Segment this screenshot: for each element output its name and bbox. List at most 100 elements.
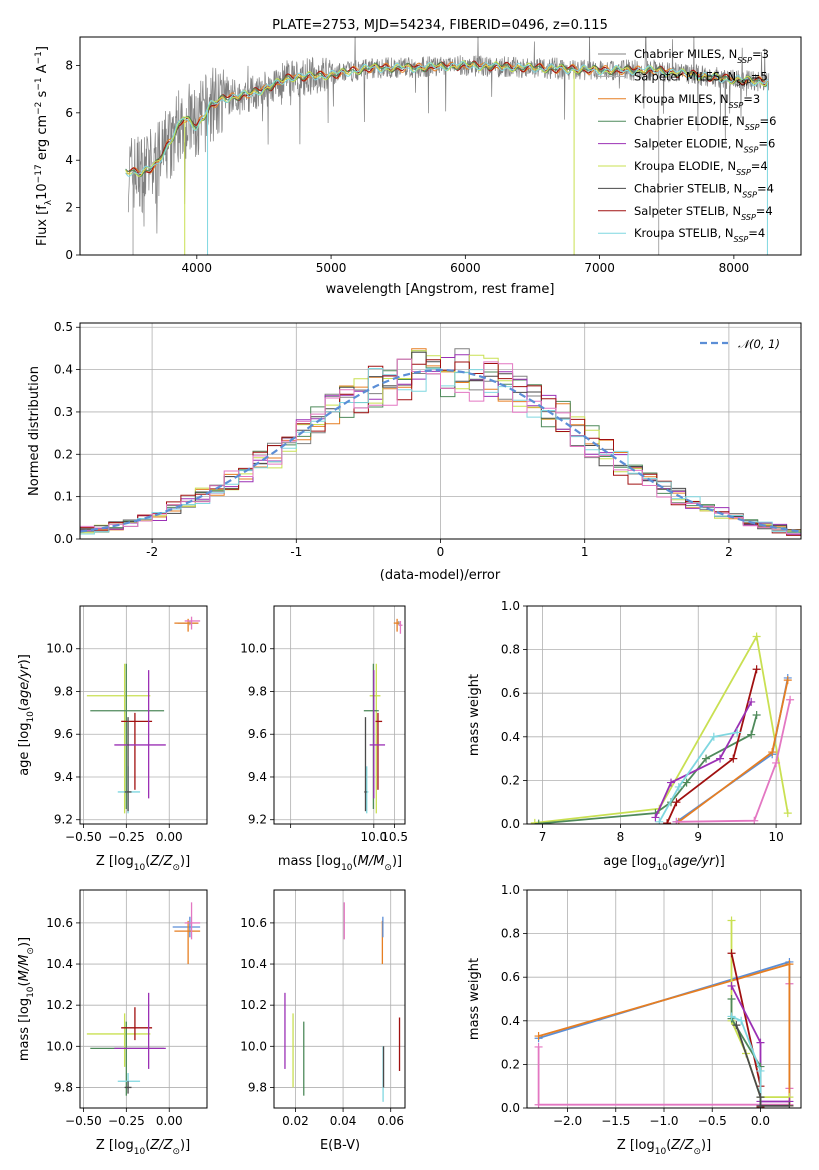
series-line xyxy=(735,1024,790,1107)
y-tick-label: 9.6 xyxy=(54,727,73,741)
model-spectrum-line xyxy=(125,61,769,177)
x-axis-label: (data-model)/error xyxy=(380,568,501,583)
y-tick-label: 0.6 xyxy=(501,686,520,700)
massweight_vs_Z-marks xyxy=(534,916,794,1108)
y-tick-label: 0.2 xyxy=(54,447,73,461)
y-axis-label: Flux [fλ10−17 erg cm−2 s−1 A−1] xyxy=(34,46,54,246)
data-point-marker xyxy=(747,697,756,706)
x-tick-label: −0.25 xyxy=(108,1114,145,1128)
y-tick-label: 0.5 xyxy=(54,320,73,334)
x-tick-label: −0.25 xyxy=(108,830,145,844)
x-tick-label: 0.0 xyxy=(751,1114,770,1128)
y-tick-label: 10.4 xyxy=(240,957,267,971)
age_vs_Z-plot xyxy=(76,605,208,828)
y-axis-label: Normed distribution xyxy=(27,366,42,496)
y-tick-label: 9.8 xyxy=(54,684,73,698)
data-point-marker xyxy=(752,632,761,641)
y-tick-label: 0.4 xyxy=(501,730,520,744)
data-point-marker xyxy=(786,695,795,704)
series-line xyxy=(666,668,758,824)
x-tick-label: 0.00 xyxy=(156,1114,183,1128)
normal-curve xyxy=(80,368,801,533)
y-tick-label: 10.6 xyxy=(46,916,73,930)
y-tick-label: 1.0 xyxy=(501,883,520,897)
residuals-plot xyxy=(76,322,802,543)
data-point-marker xyxy=(756,1038,765,1047)
x-tick-label: 7000 xyxy=(584,261,615,275)
mass_vs_ebv-marks xyxy=(284,902,401,1102)
data-point-marker xyxy=(672,817,681,824)
x-tick-label: 9 xyxy=(694,830,702,844)
y-tick-label: 0.6 xyxy=(501,970,520,984)
legend-entry: Kroupa MILES, NSSP=3 xyxy=(634,92,760,110)
y-tick-label: 0.0 xyxy=(501,817,520,831)
x-axis-label: Z [log10(Z/Z⊙)] xyxy=(96,854,190,873)
chart-title: PLATE=2753, MJD=54234, FIBERID=0496, z=0… xyxy=(272,18,608,33)
y-tick-label: 0.8 xyxy=(501,927,520,941)
x-tick-label: 0.00 xyxy=(156,830,183,844)
x-axis-label: E(B-V) xyxy=(320,1138,360,1153)
residuals-marks xyxy=(80,348,801,536)
data-point-marker xyxy=(733,728,742,737)
y-tick-label: 0.3 xyxy=(54,405,73,419)
data-point-marker xyxy=(756,1066,765,1075)
y-axis-label: mass weight xyxy=(467,674,482,756)
massweight_vs_age-marks xyxy=(530,632,795,824)
y-tick-label: 6 xyxy=(65,106,73,120)
data-point-marker xyxy=(727,1012,736,1021)
series-line xyxy=(731,1015,762,1106)
y-tick-label: 0.0 xyxy=(501,1101,520,1115)
massweight_vs_Z-plot xyxy=(523,889,802,1112)
y-axis-label: mass weight xyxy=(467,958,482,1040)
y-tick-label: 10.0 xyxy=(46,642,73,656)
data-point-marker xyxy=(530,818,539,824)
data-point-marker xyxy=(702,754,711,763)
data-point-marker xyxy=(737,1016,746,1025)
x-tick-label: −1.5 xyxy=(601,1114,630,1128)
y-tick-label: 0.2 xyxy=(501,773,520,787)
data-point-marker xyxy=(727,949,736,958)
residuals-frame xyxy=(79,322,802,540)
x-tick-label: 2 xyxy=(725,545,733,559)
series-line xyxy=(678,679,789,823)
y-tick-label: 0.4 xyxy=(54,363,73,377)
series-line xyxy=(654,701,752,818)
y-tick-label: 10.0 xyxy=(240,642,267,656)
y-tick-label: 2 xyxy=(65,201,73,215)
x-tick-label: 8000 xyxy=(719,261,750,275)
x-tick-label: −0.5 xyxy=(698,1114,727,1128)
age_vs_Z-marks xyxy=(86,616,201,814)
age_vs_mass-marks xyxy=(363,618,403,814)
x-axis-label: wavelength [Angstrom, rest frame] xyxy=(326,282,555,297)
data-point-marker xyxy=(534,1042,543,1051)
data-point-marker xyxy=(667,778,676,787)
y-tick-label: 10.2 xyxy=(240,998,267,1012)
data-point-marker xyxy=(651,813,660,822)
y-tick-label: 10.0 xyxy=(240,1039,267,1053)
legend-entry: 𝒩(0, 1) xyxy=(738,337,780,351)
x-tick-label: 0.04 xyxy=(330,1114,357,1128)
legend-entry: Kroupa STELIB, NSSP=4 xyxy=(634,226,765,244)
y-axis-label: age [log10(age/yr)] xyxy=(17,654,36,776)
data-point-marker xyxy=(783,809,792,818)
x-tick-label: 1 xyxy=(581,545,589,559)
legend-entry: Chabrier MILES, NSSP=3 xyxy=(634,47,769,65)
mass_vs_ebv-frame xyxy=(273,889,406,1109)
data-point-marker xyxy=(756,1101,765,1108)
series-line xyxy=(534,633,789,824)
y-tick-label: 9.6 xyxy=(248,727,267,741)
y-axis-label: mass [log10(M/M⊙)] xyxy=(17,937,36,1061)
x-tick-label: −0.50 xyxy=(65,830,102,844)
massweight_vs_Z-frame xyxy=(526,889,802,1109)
x-tick-label: −0.50 xyxy=(65,1114,102,1128)
x-axis-label: Z [log10(Z/Z⊙)] xyxy=(617,1138,711,1157)
y-tick-label: 9.2 xyxy=(248,813,267,827)
data-point-marker xyxy=(785,1101,794,1108)
x-tick-label: 10.5 xyxy=(381,830,408,844)
legend-entry: Chabrier ELODIE, NSSP=6 xyxy=(634,114,776,132)
x-tick-label: 0.02 xyxy=(282,1114,309,1128)
y-tick-label: 9.8 xyxy=(248,684,267,698)
y-tick-label: 4 xyxy=(65,153,73,167)
x-tick-label: 4000 xyxy=(182,261,213,275)
histogram-step xyxy=(80,358,801,535)
